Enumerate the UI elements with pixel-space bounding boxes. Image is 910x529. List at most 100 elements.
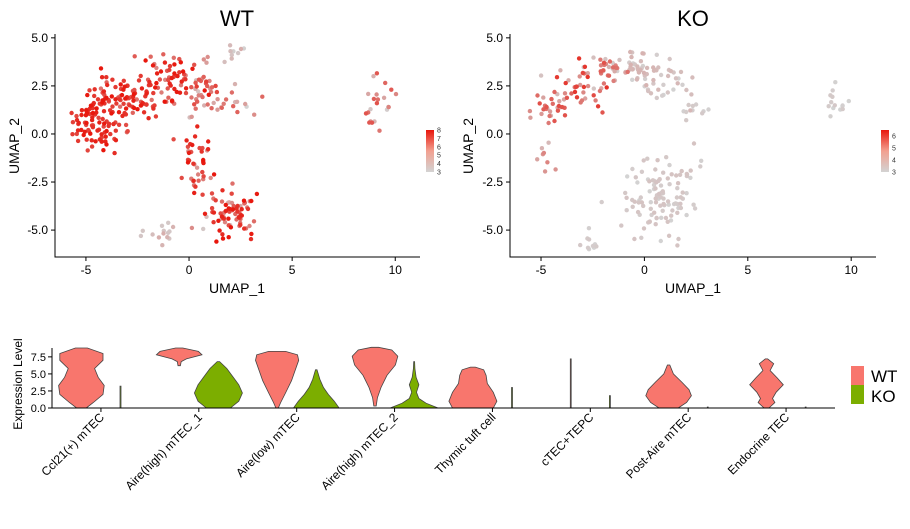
ko-point [658, 183, 664, 188]
wt-point [165, 77, 171, 83]
ko-point [552, 89, 557, 95]
wt-point [79, 127, 84, 133]
wt-point [119, 92, 125, 98]
ko-point [629, 54, 634, 60]
ko-point [658, 203, 663, 208]
wt-point [101, 89, 107, 94]
wt-point [101, 148, 106, 153]
wt-point [227, 43, 233, 48]
wt-point [166, 95, 171, 100]
ko-point [578, 242, 583, 248]
ko-point [527, 108, 533, 114]
ko-point [833, 80, 838, 85]
ko-point [639, 235, 644, 240]
ko-x-tick-label: -5 [536, 263, 547, 277]
wt-point [190, 142, 195, 148]
ko-point [641, 158, 646, 163]
wt-point [75, 138, 81, 144]
wt-point [95, 97, 101, 102]
ko-point [667, 162, 672, 168]
wt-colorbar-tick-label: 4 [437, 161, 441, 168]
ko-point [547, 113, 552, 119]
wt-point [165, 230, 171, 235]
ko-point [699, 158, 704, 163]
wt-point [230, 181, 235, 186]
ko-point [826, 104, 831, 109]
ko-colorbar [881, 130, 889, 172]
wt-point [151, 106, 156, 111]
ko-point [651, 65, 656, 70]
legend-swatch-wt [851, 366, 864, 385]
ko-colorbar-tick-label: 4 [892, 158, 896, 165]
wt-point [228, 49, 233, 54]
wt-point [201, 74, 206, 80]
wt-point [184, 138, 189, 143]
ko-point [689, 92, 694, 97]
wt-x-tick-label: 5 [289, 263, 296, 277]
ko-point [688, 108, 693, 113]
wt-point [161, 231, 166, 236]
wt-point [242, 226, 247, 231]
ko-point [593, 98, 598, 103]
wt-point [186, 150, 192, 156]
wt-point [140, 228, 145, 233]
ko-point [594, 244, 599, 249]
wt-point [160, 243, 165, 248]
ko-point [603, 56, 608, 62]
violin-wt-2 [255, 351, 300, 409]
wt-point [190, 66, 195, 72]
ko-point [535, 93, 540, 98]
ko-point [607, 59, 613, 64]
wt-point [200, 94, 205, 100]
wt-point [206, 139, 211, 144]
ko-point [678, 195, 683, 200]
ko-point [625, 69, 630, 75]
wt-x-tick-label: 0 [186, 263, 193, 277]
ko-point [577, 74, 582, 79]
wt-point [238, 46, 244, 52]
wt-point [183, 86, 189, 91]
wt-point [121, 78, 127, 84]
wt-axes [54, 34, 420, 258]
wt-point [83, 113, 89, 118]
ko-point [660, 208, 665, 213]
wt-point [381, 95, 387, 101]
wt-point [189, 114, 194, 120]
ko-point [634, 77, 640, 82]
ko-point [555, 108, 561, 113]
wt-point [139, 86, 145, 91]
ko-point [653, 167, 658, 172]
wt-point [144, 91, 149, 96]
ko-point [659, 215, 664, 220]
ko-point [595, 104, 601, 109]
ko-point [667, 182, 672, 187]
ko-point [653, 186, 658, 191]
ko-point [675, 81, 680, 86]
wt-point [234, 206, 239, 211]
wt-point [131, 92, 137, 97]
wt-point [229, 90, 235, 95]
violin-wt-6 [645, 364, 692, 409]
wt-point [132, 87, 137, 93]
ko-point [576, 56, 582, 61]
ko-scatter-panel: KO -5 0 5 10 -5.0 -2.5 0.0 2.5 5.0 UMAP_1 UMAP_… [460, 6, 896, 296]
wt-point [193, 80, 198, 86]
ko-point [641, 203, 646, 209]
wt-colorbar-tick-label: 6 [437, 144, 441, 151]
ko-point [684, 171, 689, 177]
ko-point [604, 85, 609, 90]
wt-point [132, 54, 137, 59]
ko-point [678, 69, 684, 75]
ko-point [648, 200, 653, 205]
wt-point [260, 94, 265, 99]
violin-y-tick-label: 2.5 [31, 386, 46, 398]
wt-point [117, 104, 123, 109]
wt-point [202, 103, 207, 108]
ko-point [670, 208, 675, 213]
ko-point [628, 62, 633, 67]
wt-point [170, 224, 176, 230]
ko-point [660, 189, 665, 194]
ko-point [647, 219, 652, 224]
ko-point [574, 84, 579, 89]
wt-point [166, 220, 171, 225]
